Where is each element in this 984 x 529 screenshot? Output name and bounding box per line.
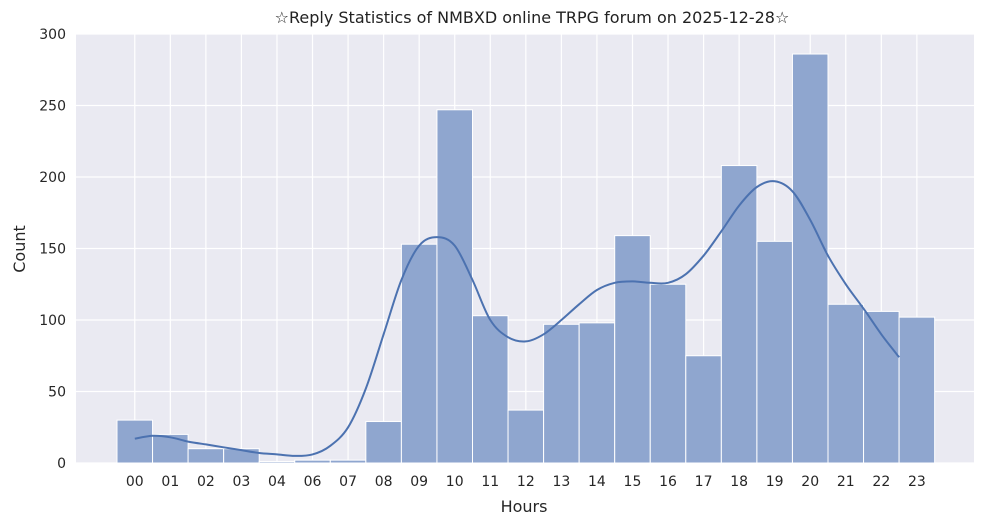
kde-line xyxy=(134,180,900,457)
y-tick-label: 200 xyxy=(39,170,66,186)
x-tick-label: 20 xyxy=(801,474,819,490)
bar-09 xyxy=(400,243,438,464)
bar-00 xyxy=(116,419,154,464)
x-tick-label: 13 xyxy=(552,474,570,490)
bar-13 xyxy=(543,323,580,464)
y-tick-label: 300 xyxy=(39,27,66,43)
y-tick-label: 50 xyxy=(48,385,66,401)
x-tick-label: 08 xyxy=(375,474,393,490)
x-tick-label: 06 xyxy=(304,474,322,490)
bar-06 xyxy=(294,459,331,464)
x-tick-label: 01 xyxy=(161,474,179,490)
x-ticks: 00 01 02 03 04 06 07 08 09 10 11 12 13 14 15 16 17 18 19 20… xyxy=(126,474,926,490)
x-tick-label: 03 xyxy=(233,474,251,490)
x-tick-label: 22 xyxy=(872,474,890,490)
bar-19 xyxy=(756,240,793,464)
x-tick-label: 04 xyxy=(268,474,286,490)
x-tick-label: 15 xyxy=(624,474,642,490)
bar-08 xyxy=(365,421,402,464)
y-tick-label: 150 xyxy=(39,242,66,258)
x-tick-label: 09 xyxy=(410,474,428,490)
bar-15 xyxy=(614,235,651,464)
bar-18 xyxy=(720,165,758,464)
bar-16 xyxy=(649,283,687,464)
bar-22 xyxy=(863,310,900,464)
bar-17 xyxy=(685,355,722,464)
x-tick-label: 11 xyxy=(481,474,499,490)
bar-02 xyxy=(187,448,225,464)
y-tick-label: 100 xyxy=(39,313,66,329)
bar-14 xyxy=(578,322,616,464)
bar-01 xyxy=(152,433,189,464)
x-tick-label: 21 xyxy=(837,474,855,490)
bar-11 xyxy=(472,315,509,464)
chart-title: ☆Reply Statistics of NMBXD online TRPG f… xyxy=(275,8,790,27)
x-tick-label: 18 xyxy=(730,474,748,490)
x-tick-label: 19 xyxy=(766,474,784,490)
y-tick-label: 0 xyxy=(57,456,66,472)
bar-23 xyxy=(898,316,936,464)
x-axis-label: Hours xyxy=(501,497,548,516)
bar-10 xyxy=(436,109,474,464)
y-ticks: 0 50 100 150 200 250 300 xyxy=(39,27,66,472)
x-tick-label: 07 xyxy=(339,474,357,490)
x-tick-label: 02 xyxy=(197,474,215,490)
bar-20 xyxy=(791,53,829,464)
x-tick-label: 16 xyxy=(659,474,677,490)
y-axis-label: Count xyxy=(10,225,29,273)
bar-21 xyxy=(827,303,865,464)
x-tick-label: 10 xyxy=(446,474,464,490)
y-tick-label: 250 xyxy=(39,99,66,115)
x-tick-label: 14 xyxy=(588,474,606,490)
x-tick-label: 17 xyxy=(695,474,713,490)
x-tick-label: 00 xyxy=(126,474,144,490)
bars xyxy=(116,53,936,464)
x-tick-label: 12 xyxy=(517,474,535,490)
bar-07 xyxy=(329,459,367,464)
bar-04 xyxy=(258,461,296,464)
x-tick-label: 23 xyxy=(908,474,926,490)
bar-12 xyxy=(507,409,545,464)
